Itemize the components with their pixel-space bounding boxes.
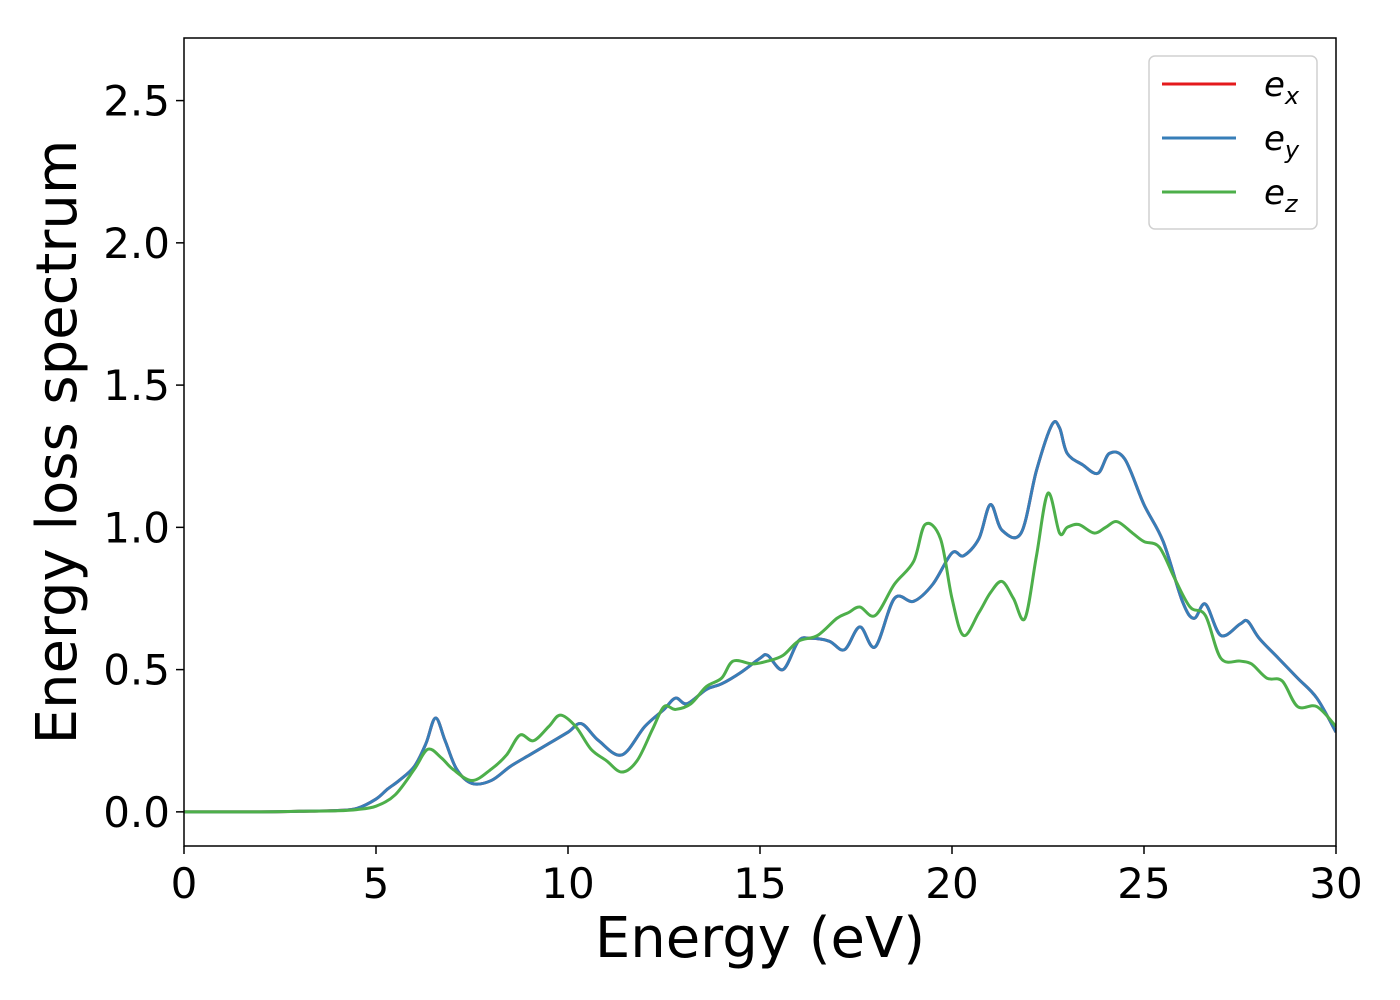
x-tick-label: 10	[541, 859, 594, 908]
x-tick-label: 0	[171, 859, 198, 908]
x-axis-label: Energy (eV)	[595, 906, 925, 971]
x-tick-label: 5	[363, 859, 390, 908]
y-tick-label: 0.0	[103, 788, 170, 837]
series-line-z	[184, 491, 1336, 814]
x-tick-label: 15	[733, 859, 786, 908]
legend-frame	[1148, 55, 1318, 230]
x-tick-label: 20	[925, 859, 978, 908]
legend: ex ey ez	[1148, 55, 1318, 230]
series-line-x	[184, 419, 1336, 814]
y-tick-label: 0.5	[103, 646, 170, 695]
x-tick-label: 25	[1117, 859, 1170, 908]
legend-label-z: ez	[1264, 173, 1299, 218]
plot-area	[184, 419, 1336, 814]
y-tick-label: 1.0	[103, 503, 170, 552]
x-axis-ticks: 0 5 10 15 20 25 30	[171, 846, 1363, 908]
series-line-y	[184, 419, 1336, 814]
y-tick-label: 2.0	[103, 219, 170, 268]
legend-label-x: ex	[1264, 65, 1300, 110]
legend-entries: ex ey ez	[1162, 65, 1300, 218]
y-tick-label: 2.5	[103, 77, 170, 126]
y-axis-ticks: 0.0 0.5 1.0 1.5 2.0 2.5	[103, 77, 184, 837]
y-axis-label: Energy loss spectrum	[25, 140, 90, 745]
legend-label-y: ey	[1264, 119, 1300, 164]
x-tick-label: 30	[1309, 859, 1362, 908]
y-tick-label: 1.5	[103, 361, 170, 410]
